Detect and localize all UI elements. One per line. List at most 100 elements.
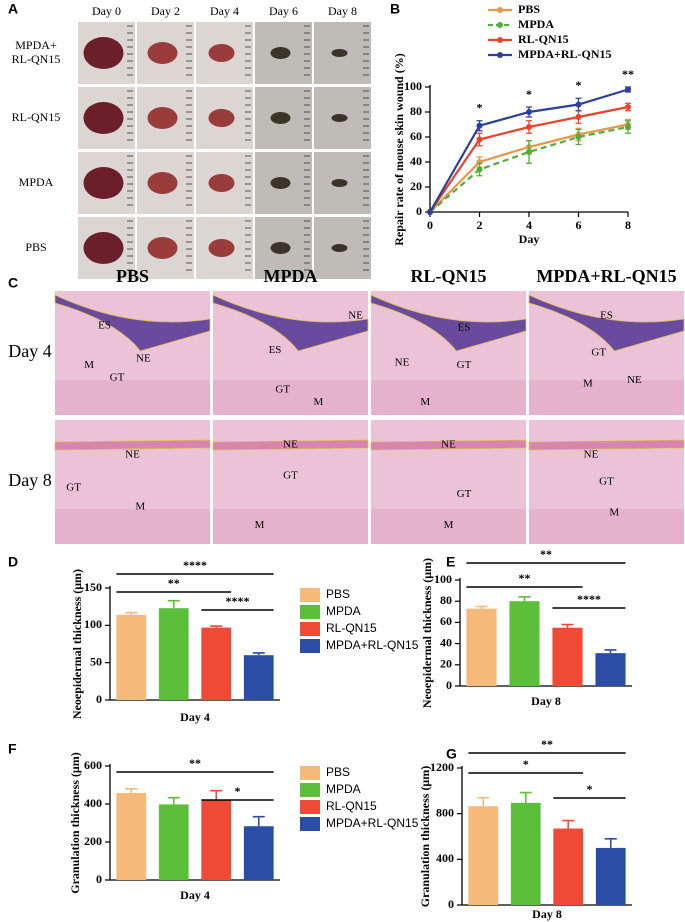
wound (270, 242, 291, 254)
column-header: MPDA (264, 266, 318, 286)
wound (147, 42, 178, 64)
tissue-label: GT (591, 347, 606, 359)
bar (510, 802, 541, 905)
row-label: PBS (25, 240, 46, 254)
legend-swatch (300, 605, 320, 619)
dermis (371, 509, 526, 544)
wound (331, 114, 348, 122)
tissue-label: M (583, 378, 593, 390)
x-tick-label: 2 (477, 218, 483, 232)
wound (83, 232, 124, 264)
y-axis-label: Repair rate of mouse skin wound (%) (392, 53, 406, 245)
x-axis-label: Day 4 (180, 710, 210, 724)
dermis (55, 509, 210, 544)
significance: * (576, 78, 582, 92)
legend-label: MPDA (518, 17, 554, 31)
bar (158, 608, 189, 700)
significance: * (523, 757, 529, 771)
y-tick-label: 0 (448, 897, 454, 911)
significance: * (587, 782, 593, 796)
legend-label: MPDA (326, 604, 361, 618)
legend-label: RL-QN15 (518, 32, 569, 46)
legend-swatch (300, 817, 320, 831)
y-axis-label: Neoepidermal thickness (μm) (70, 569, 84, 719)
point (526, 109, 532, 115)
y-tick-label: 0 (416, 204, 422, 218)
y-tick-label: 20 (410, 179, 422, 193)
wound (331, 49, 348, 57)
epidermis (212, 439, 369, 451)
error-bar (604, 837, 617, 848)
row-label: MPDA+ (15, 38, 57, 52)
epidermis (54, 294, 211, 352)
bar (553, 828, 584, 905)
y-tick-label: 50 (90, 654, 102, 668)
epidermis (528, 439, 685, 451)
wound (147, 237, 178, 259)
x-tick-label: 4 (526, 218, 532, 232)
bar (116, 792, 147, 880)
y-tick-label: 0 (96, 872, 102, 886)
y-tick-label: 400 (436, 851, 454, 865)
tissue-label: M (84, 359, 94, 371)
epidermis (528, 294, 685, 352)
bar (158, 804, 189, 880)
column-header: Day 8 (328, 4, 357, 18)
y-tick-label: 200 (84, 834, 102, 848)
error-bar (604, 649, 617, 654)
bar (595, 847, 626, 905)
dermis (529, 380, 684, 415)
tissue-label: NE (627, 374, 642, 386)
wound (208, 44, 235, 62)
tissue-label: ES (269, 344, 282, 356)
point (476, 122, 483, 129)
legend-marker (497, 52, 503, 58)
legend-label: RL-QN15 (326, 799, 377, 813)
significance: * (477, 101, 483, 115)
tissue-label: GT (457, 359, 472, 371)
tissue-label: GT (457, 488, 472, 500)
dermis (55, 380, 210, 415)
y-tick-label: 100 (404, 79, 422, 93)
row-label: MPDA (19, 175, 54, 189)
significance: **** (226, 594, 250, 608)
y-tick-label: 80 (410, 104, 422, 118)
error-bar (477, 796, 490, 807)
row-label: Day 4 (8, 341, 52, 361)
legend-label: RL-QN15 (326, 621, 377, 635)
bar (595, 653, 626, 686)
significance: **** (183, 558, 207, 572)
legend-label: PBS (518, 2, 540, 16)
tissue-label: ES (98, 319, 111, 331)
panel-label: E (446, 554, 455, 570)
point (526, 124, 532, 130)
point (476, 166, 483, 173)
y-tick-label: 60 (410, 129, 422, 143)
error-bar (252, 815, 265, 827)
wound (270, 177, 291, 189)
x-axis-label: Day 8 (531, 694, 561, 708)
tissue-label: GT (599, 476, 614, 488)
x-tick-label: 6 (576, 218, 582, 232)
error-bar (210, 789, 223, 801)
y-axis-label: Granulation thickness (μm) (418, 766, 432, 907)
wound (270, 112, 291, 124)
wound (208, 239, 235, 257)
wound (147, 172, 178, 194)
y-axis-label: Neoepidermal thickness (μm) (420, 558, 434, 708)
tissue-label: M (444, 519, 454, 531)
wound (331, 179, 348, 187)
tissue-label: GT (66, 482, 81, 494)
point (476, 136, 483, 143)
tissue-label: M (314, 396, 324, 408)
legend-label: MPDA (326, 782, 361, 796)
wound (270, 47, 291, 59)
error-bar (562, 819, 575, 829)
y-tick-label: 20 (440, 657, 452, 671)
bar (468, 806, 499, 905)
tissue-label: GT (283, 469, 298, 481)
wound (147, 107, 178, 129)
error-bar (561, 623, 574, 628)
tissue-label: ES (600, 309, 613, 321)
significance: ** (541, 737, 553, 751)
